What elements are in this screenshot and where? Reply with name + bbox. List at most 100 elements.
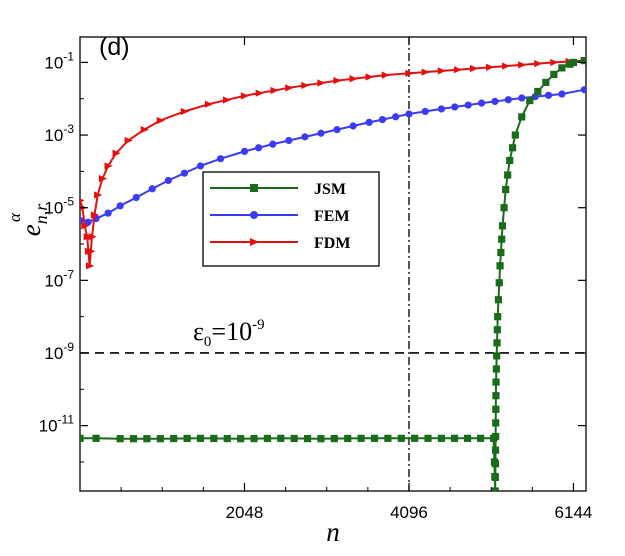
data-point-square bbox=[491, 473, 499, 481]
series-line-fem bbox=[80, 88, 585, 224]
data-point-circle bbox=[255, 144, 263, 152]
data-point-square bbox=[450, 434, 459, 442]
x-axis-label: n bbox=[326, 517, 340, 547]
data-point-triangle-right bbox=[250, 238, 259, 246]
data-point-circle bbox=[132, 193, 140, 202]
data-point-triangle-right bbox=[405, 69, 414, 77]
y-axis-label: en,r α bbox=[5, 203, 51, 236]
data-point-square bbox=[506, 156, 514, 165]
data-point-square bbox=[580, 57, 586, 65]
data-point-triangle-right bbox=[81, 222, 90, 230]
data-point-square bbox=[491, 487, 499, 491]
data-point-triangle-right bbox=[83, 233, 92, 241]
data-point-square bbox=[170, 434, 178, 443]
legend-item-fem: FEM bbox=[210, 208, 350, 225]
data-point-square bbox=[476, 434, 485, 442]
data-point-triangle-right bbox=[180, 107, 190, 116]
y-label-base: e bbox=[16, 224, 46, 236]
legend-item-fdm: FDM bbox=[210, 235, 350, 252]
data-point-triangle-right bbox=[317, 79, 326, 87]
series-line-jsm bbox=[80, 59, 585, 491]
data-point-square bbox=[210, 434, 218, 443]
data-point-circle bbox=[301, 133, 309, 141]
data-point-circle bbox=[148, 185, 156, 193]
data-point-square bbox=[550, 70, 558, 79]
data-point-triangle-right bbox=[88, 233, 97, 241]
data-point-square bbox=[492, 392, 500, 400]
data-point-square bbox=[491, 446, 500, 454]
data-point-triangle-right bbox=[140, 126, 149, 134]
data-point-triangle-right bbox=[204, 100, 214, 108]
plot-frame bbox=[79, 36, 587, 492]
data-point-square bbox=[384, 434, 392, 442]
data-point-triangle-right bbox=[255, 89, 264, 97]
data-point-square bbox=[493, 339, 501, 347]
data-point-circle bbox=[104, 209, 112, 217]
data-point-triangle-right bbox=[550, 58, 559, 67]
data-point-square bbox=[518, 113, 526, 121]
data-point-square bbox=[492, 378, 500, 386]
data-point-square bbox=[411, 434, 419, 442]
data-point-circle bbox=[518, 94, 526, 102]
data-point-circle bbox=[491, 97, 499, 106]
data-point-square bbox=[303, 434, 312, 443]
panel-label: (d) bbox=[99, 33, 130, 61]
data-point-triangle-right bbox=[333, 76, 342, 85]
x-tick-label: 2048 bbox=[226, 503, 264, 522]
data-point-square bbox=[80, 434, 84, 442]
y-label-sup: α bbox=[5, 212, 24, 222]
data-point-square bbox=[491, 460, 500, 468]
x-tick-label: 6144 bbox=[555, 503, 593, 522]
data-point-circle bbox=[317, 129, 325, 137]
data-point-triangle-right bbox=[421, 68, 430, 76]
data-point-triangle-right bbox=[518, 61, 527, 69]
data-point-circle bbox=[269, 140, 277, 148]
data-point-square bbox=[250, 184, 258, 192]
data-point-circle bbox=[421, 107, 429, 116]
legend-box bbox=[202, 171, 380, 267]
data-point-circle bbox=[164, 176, 172, 185]
data-point-triangle-right bbox=[87, 247, 96, 255]
data-point-square bbox=[492, 365, 500, 373]
data-point-circle bbox=[365, 118, 373, 126]
data-point-square bbox=[494, 296, 503, 304]
data-point-square bbox=[437, 434, 446, 442]
data-point-triangle-right bbox=[90, 211, 100, 219]
data-point-circle bbox=[392, 113, 400, 121]
data-point-triangle-right bbox=[301, 81, 310, 90]
data-point-square bbox=[156, 435, 164, 443]
data-point-square bbox=[237, 435, 245, 443]
series-fem bbox=[80, 86, 586, 226]
threshold-label: ε0=10-9 bbox=[193, 317, 265, 350]
data-point-triangle-right bbox=[240, 92, 250, 100]
data-point-triangle-right bbox=[112, 149, 121, 157]
data-point-triangle-right bbox=[486, 63, 495, 71]
data-point-circle bbox=[477, 99, 486, 107]
data-point-circle bbox=[250, 211, 258, 219]
data-point-circle bbox=[216, 155, 225, 163]
data-point-circle bbox=[285, 136, 293, 145]
data-point-triangle-right bbox=[94, 191, 103, 199]
data-point-square bbox=[116, 435, 124, 443]
data-point-square bbox=[290, 434, 298, 443]
data-point-circle bbox=[405, 110, 413, 118]
y-tick-label: 10-5 bbox=[44, 195, 74, 218]
legend-item-jsm: JSM bbox=[210, 181, 346, 198]
data-point-square bbox=[129, 435, 138, 443]
data-point-square bbox=[526, 96, 534, 105]
legend-label: FDM bbox=[314, 235, 350, 252]
data-point-circle bbox=[378, 115, 387, 124]
data-point-square bbox=[357, 434, 365, 442]
data-point-square bbox=[370, 434, 379, 442]
threshold-sup: -9 bbox=[252, 317, 265, 333]
data-point-circle bbox=[84, 218, 92, 226]
data-point-square bbox=[263, 434, 272, 443]
data-point-square bbox=[250, 434, 258, 443]
data-point-square bbox=[508, 144, 517, 152]
data-point-square bbox=[496, 262, 504, 270]
legend-label: FEM bbox=[314, 208, 350, 225]
data-point-square bbox=[494, 313, 502, 321]
data-point-square bbox=[344, 434, 352, 443]
data-point-triangle-right bbox=[534, 60, 543, 68]
